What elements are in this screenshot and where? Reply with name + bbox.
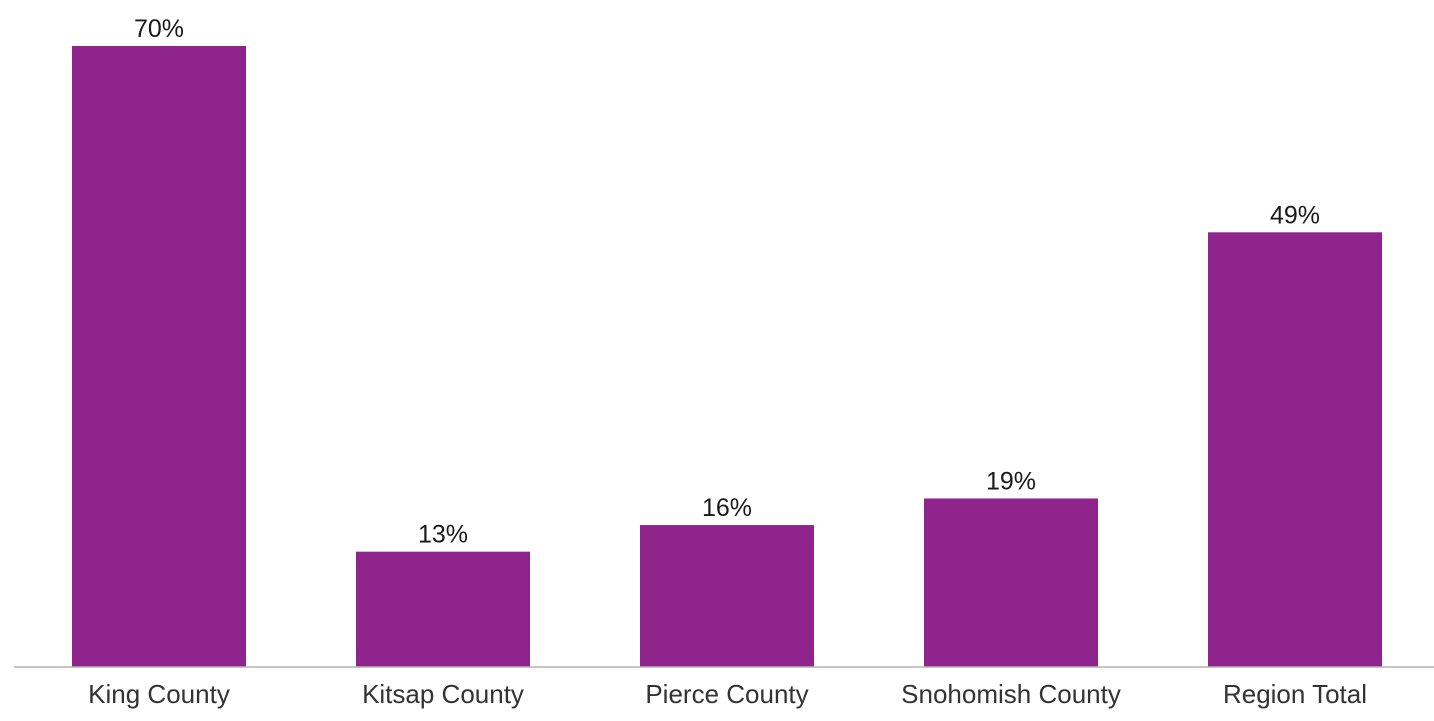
x-tick-label-snohomish-county: Snohomish County	[901, 679, 1121, 709]
data-label-king-county: 70%	[134, 15, 184, 43]
data-label-region-total: 49%	[1270, 201, 1320, 229]
bars-group	[72, 46, 1382, 668]
bar-snohomish-county	[924, 498, 1098, 667]
data-label-pierce-county: 16%	[702, 494, 752, 522]
data-label-snohomish-county: 19%	[986, 467, 1036, 495]
data-labels-group: 70% 13% 16% 19% 49%	[134, 15, 1320, 549]
x-tick-label-region-total: Region Total	[1223, 679, 1367, 709]
x-tick-label-kitsap-county: Kitsap County	[362, 679, 524, 709]
data-label-kitsap-county: 13%	[418, 521, 468, 549]
x-tick-label-king-county: King County	[88, 679, 230, 709]
bar-pierce-county	[640, 525, 814, 667]
x-tick-labels: King County Kitsap County Pierce County Sno…	[88, 679, 1367, 709]
bar-region-total	[1208, 232, 1382, 668]
bar-king-county	[72, 46, 246, 667]
x-tick-label-pierce-county: Pierce County	[645, 679, 808, 709]
bar-kitsap-county	[356, 551, 530, 667]
